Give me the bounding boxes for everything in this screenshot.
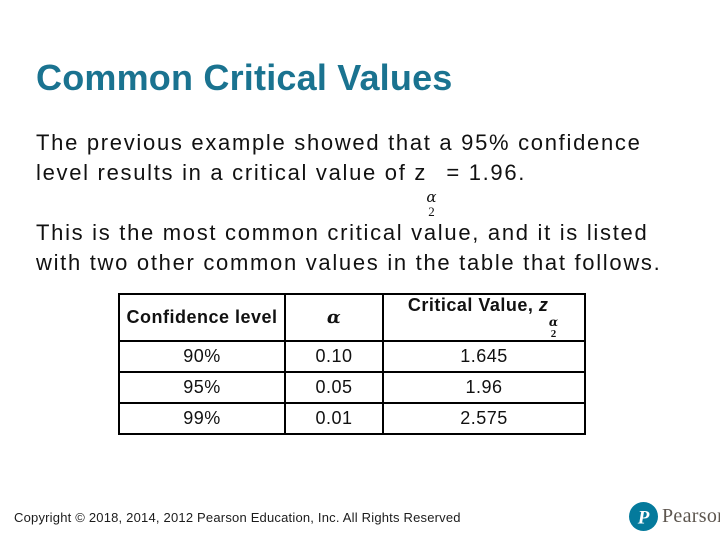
copyright-text: Copyright © 2018, 2014, 2012 Pearson Edu… [14,510,461,525]
paragraph-most-common: This is the most common critical value, … [36,218,661,278]
subscript-two: 2 [428,204,435,219]
para2-line2: with two other common values in the tabl… [36,250,662,275]
para2-line1: This is the most common critical value, … [36,220,649,245]
pearson-brand: P Pearson [629,502,720,531]
table-row: 90% 0.10 1.645 [118,340,586,373]
header-alpha: α [284,293,384,342]
cell-alpha: 0.10 [284,340,384,373]
para1-line1: The previous example showed that a 95% c… [36,130,642,155]
cell-alpha: 0.05 [284,371,384,404]
cell-confidence: 99% [118,402,286,435]
z-symbol: z [414,160,426,185]
cell-confidence: 90% [118,340,286,373]
header-confidence-level: Confidence level [118,293,286,342]
alpha-symbol: α [426,188,437,206]
cell-critical: 1.645 [382,340,586,373]
slide-title: Common Critical Values [36,57,453,98]
table-body: 90% 0.10 1.645 95% 0.05 1.96 99% 0.01 2.… [118,340,586,435]
para1-line2-post: = 1.96. [438,160,527,185]
pearson-logo-icon: P [629,502,658,531]
header-z-symbol: z [538,295,548,315]
pearson-logo-letter: P [637,508,650,529]
cell-critical: 2.575 [382,402,586,435]
cell-alpha: 0.01 [284,402,384,435]
pearson-wordmark: Pearson [662,505,720,527]
table-row: 95% 0.05 1.96 [118,371,586,404]
paragraph-previous-example: The previous example showed that a 95% c… [36,128,642,219]
cell-critical: 1.96 [382,371,586,404]
header-alpha-symbol: α [548,315,559,329]
table-row: 99% 0.01 2.575 [118,402,586,435]
para1-line2-pre: level results in a critical value of [36,160,415,185]
header-critical-value-text: Critical Value, [407,295,539,315]
header-subscript-two: 2 [550,328,557,340]
cell-confidence: 95% [118,371,286,404]
